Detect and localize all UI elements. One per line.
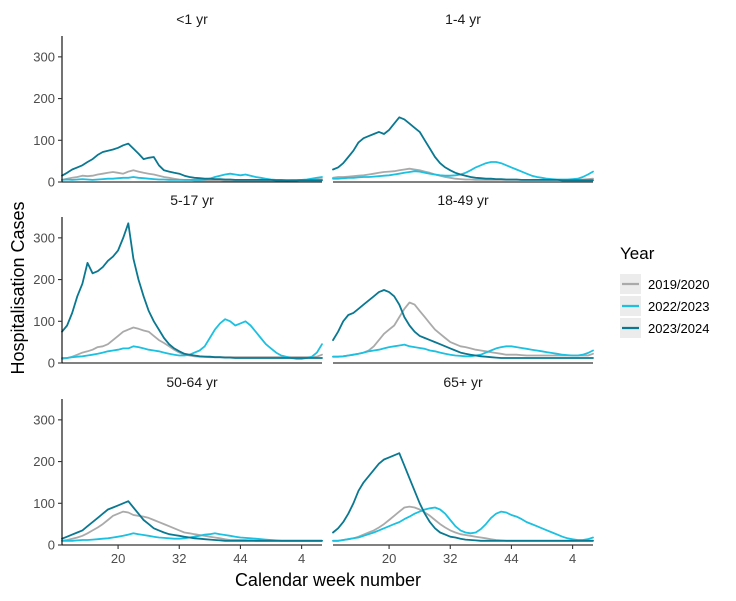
series-line-2023-2024 [332, 289, 594, 359]
y-tick-label: 100 [33, 314, 55, 329]
series-line-2019-2020 [332, 301, 594, 358]
series-line-2022-2023 [61, 318, 323, 360]
x-tick-label: 20 [111, 551, 125, 566]
y-tick-label: 200 [33, 454, 55, 469]
facet-title: 65+ yr [443, 374, 483, 390]
series-line-2022-2023 [332, 506, 594, 542]
facet-panel: <1 yr 0 100 200 300 [33, 11, 323, 190]
y-tick-label: 100 [33, 496, 55, 511]
facet-title: 1-4 yr [445, 11, 481, 27]
facet-title: 50-64 yr [166, 374, 218, 390]
y-tick-label: 300 [33, 412, 55, 427]
series-line-2022-2023 [332, 161, 594, 181]
x-axis-title: Calendar week number [235, 570, 421, 590]
legend-label: 2023/2024 [648, 321, 709, 336]
y-tick-label: 0 [48, 538, 55, 553]
facet-title: 18-49 yr [437, 192, 489, 208]
legend-label: 2019/2020 [648, 277, 709, 292]
facet-title: 5-17 yr [170, 192, 214, 208]
y-tick-label: 0 [48, 356, 55, 371]
x-tick-label: 44 [504, 551, 518, 566]
facet-panel: 18-49 yr [332, 192, 594, 364]
series-line-2023-2024 [332, 116, 594, 182]
legend: Year 2019/2020 2022/2023 2023/2024 [620, 244, 709, 338]
facet-panel: 1-4 yr [332, 11, 594, 183]
y-tick-label: 300 [33, 230, 55, 245]
y-tick-label: 200 [33, 272, 55, 287]
series-line-2023-2024 [332, 452, 594, 542]
facet-title: <1 yr [176, 11, 208, 27]
y-tick-label: 300 [33, 49, 55, 64]
x-tick-label: 32 [443, 551, 457, 566]
x-tick-label: 4 [569, 551, 576, 566]
series-line-2023-2024 [61, 500, 323, 542]
x-tick-label: 20 [382, 551, 396, 566]
series-line-2022-2023 [332, 343, 594, 358]
legend-items: 2019/2020 2022/2023 2023/2024 [620, 274, 709, 338]
series-line-2023-2024 [61, 222, 323, 359]
y-tick-label: 100 [33, 133, 55, 148]
legend-label: 2022/2023 [648, 299, 709, 314]
facet-panel: 5-17 yr 0 100 200 300 [33, 192, 323, 371]
x-tick-label: 32 [172, 551, 186, 566]
y-tick-label: 0 [48, 175, 55, 190]
x-tick-label: 4 [298, 551, 305, 566]
series-line-2019-2020 [332, 505, 594, 542]
y-tick-label: 200 [33, 91, 55, 106]
legend-title: Year [620, 244, 655, 263]
x-tick-label: 44 [233, 551, 247, 566]
series-line-2023-2024 [61, 142, 323, 182]
y-axis-title: Hospitalisation Cases [8, 201, 28, 374]
